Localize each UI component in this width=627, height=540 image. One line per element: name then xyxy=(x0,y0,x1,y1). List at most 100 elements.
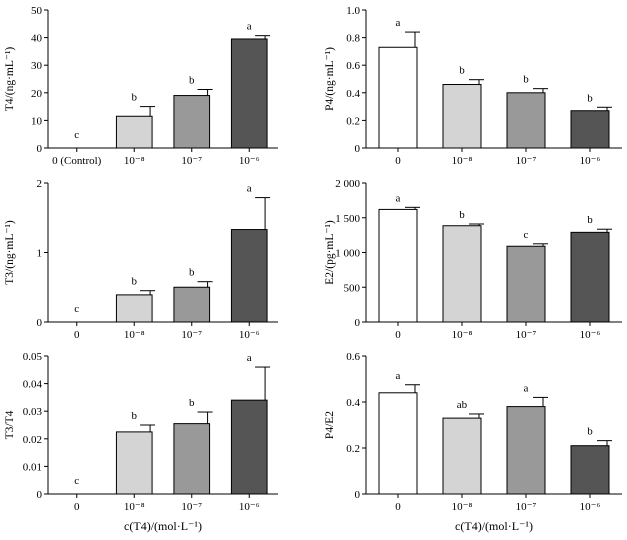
chart-p4-e2-ratio: 0 0.2 0.4 0.6 P4/E2 a 0 ab 10⁻⁸ a 10⁻⁷ b 10⁻⁶ c(T4)/(… xyxy=(324,351,622,533)
x-tick-label: 10⁻⁸ xyxy=(452,155,473,167)
x-tick-label: 10⁻⁸ xyxy=(452,329,473,341)
chart-t4: 0 10 20 30 40 50 T4/(ng·mL⁻¹) c 0 (Control) b 10⁻⁸… xyxy=(4,5,278,167)
bar-p4-0 xyxy=(378,46,418,149)
bar-p4-1 xyxy=(442,84,482,149)
significance-label: c xyxy=(74,129,79,141)
significance-label: b xyxy=(132,92,138,104)
y-axis-label: T4/(ng·mL⁻¹) xyxy=(4,47,16,112)
significance-label: a xyxy=(396,17,401,29)
chart-t3: 0 1 2 T3/(ng·mL⁻¹) c 0 b 10⁻⁸ b 10⁻⁷ a 10⁻⁶ xyxy=(4,178,278,341)
x-tick-label: 10⁻⁸ xyxy=(452,501,473,513)
y-tick-label: 500 xyxy=(344,282,361,294)
x-tick-label: 10⁻⁶ xyxy=(580,155,601,167)
y-tick-label: 0.04 xyxy=(23,379,43,391)
x-axis-label: c(T4)/(mol·L⁻¹) xyxy=(124,519,202,533)
x-tick-label: 10⁻⁷ xyxy=(181,329,202,341)
significance-label: b xyxy=(459,65,465,77)
bar-p4e2-1 xyxy=(442,417,482,495)
y-tick-label: 0 xyxy=(355,489,361,501)
x-tick-label: 0 xyxy=(395,501,401,513)
y-tick-label: 0.4 xyxy=(346,397,360,409)
y-tick-label: 0.8 xyxy=(346,33,360,45)
y-tick-label: 0.4 xyxy=(346,88,360,100)
x-tick-label: 10⁻⁶ xyxy=(239,155,260,167)
y-tick-label: 0 xyxy=(37,317,43,329)
x-tick-label: 10⁻⁶ xyxy=(580,329,601,341)
y-tick-label: 0.2 xyxy=(346,443,360,455)
y-tick-label: 50 xyxy=(31,5,43,17)
y-tick-label: 0 xyxy=(355,143,361,155)
bar-p4e2-0 xyxy=(378,392,418,495)
y-tick-label: 0.05 xyxy=(23,351,43,363)
significance-label: c xyxy=(524,229,529,241)
bar-e2-0 xyxy=(378,208,418,323)
bar-t3t4-1 xyxy=(115,431,153,495)
bar-t3-1 xyxy=(115,294,153,323)
x-tick-label: 10⁻⁶ xyxy=(239,329,260,341)
significance-label: a xyxy=(247,352,252,364)
bar-e2-1 xyxy=(442,225,482,323)
bar-t3-3 xyxy=(230,229,268,323)
y-tick-label: 1 500 xyxy=(335,213,360,225)
y-tick-label: 2 000 xyxy=(335,178,360,190)
x-tick-label: 10⁻⁸ xyxy=(124,329,145,341)
y-tick-label: 2 xyxy=(37,178,43,190)
significance-label: a xyxy=(524,382,529,394)
y-axis-label: T3/(ng·mL⁻¹) xyxy=(4,220,16,285)
y-tick-label: 0 xyxy=(355,317,361,329)
y-tick-label: 1 xyxy=(37,248,43,260)
bar-t4-2 xyxy=(173,95,211,149)
significance-label: ab xyxy=(457,399,468,411)
bar-e2-2 xyxy=(506,245,546,323)
bar-p4e2-2 xyxy=(506,406,546,495)
y-tick-label: 0 xyxy=(37,489,43,501)
significance-label: c xyxy=(74,475,79,487)
y-tick-label: 20 xyxy=(31,88,43,100)
bar-t4-3 xyxy=(230,38,268,149)
y-tick-label: 0.02 xyxy=(23,434,42,446)
significance-label: b xyxy=(189,397,195,409)
y-tick-label: 40 xyxy=(31,33,43,45)
y-tick-label: 10 xyxy=(31,115,43,127)
x-tick-label: 10⁻⁷ xyxy=(181,155,202,167)
bar-p4-3 xyxy=(570,110,610,149)
y-axis-label: T3/T4 xyxy=(4,410,16,439)
bar-p4-2 xyxy=(506,92,546,149)
x-tick-label: 10⁻⁷ xyxy=(516,501,537,513)
bar-t3-2 xyxy=(173,286,211,323)
x-tick-label: 10⁻⁸ xyxy=(124,501,145,513)
x-tick-label: 10⁻⁷ xyxy=(516,329,537,341)
significance-label: b xyxy=(189,267,195,279)
x-axis-label: c(T4)/(mol·L⁻¹) xyxy=(455,519,533,533)
y-tick-label: 0.6 xyxy=(346,351,360,363)
significance-label: b xyxy=(587,214,593,226)
y-axis-label: P4/(ng·mL⁻¹) xyxy=(324,47,336,111)
significance-label: b xyxy=(523,74,529,86)
x-tick-label: 0 (Control) xyxy=(52,155,102,167)
bar-t3t4-2 xyxy=(173,423,211,495)
significance-label: a xyxy=(247,183,252,195)
significance-label: b xyxy=(459,209,465,221)
y-tick-label: 0.03 xyxy=(23,406,43,418)
x-tick-label: 10⁻⁷ xyxy=(516,155,537,167)
chart-e2: 0 500 1 000 1 500 2 000 E2/(pg·mL⁻¹) a 0 b 10⁻⁸ c 1… xyxy=(324,178,622,341)
bar-e2-3 xyxy=(570,231,610,323)
x-tick-label: 0 xyxy=(74,329,80,341)
x-tick-label: 10⁻⁶ xyxy=(580,501,601,513)
x-tick-label: 0 xyxy=(74,501,80,513)
chart-p4: 0 0.2 0.4 0.6 0.8 1.0 P4/(ng·mL⁻¹) a 0 b 10⁻⁸ b 10⁻⁷… xyxy=(324,5,622,167)
significance-label: b xyxy=(189,74,195,86)
y-tick-label: 0 xyxy=(37,143,43,155)
significance-label: b xyxy=(587,92,593,104)
y-tick-label: 0.2 xyxy=(346,115,360,127)
significance-label: b xyxy=(587,426,593,438)
y-tick-label: 1.0 xyxy=(346,5,360,17)
bar-p4e2-3 xyxy=(570,445,610,495)
significance-label: a xyxy=(396,192,401,204)
x-tick-label: 0 xyxy=(395,329,401,341)
x-tick-label: 10⁻⁷ xyxy=(181,501,202,513)
significance-label: a xyxy=(396,370,401,382)
x-tick-label: 10⁻⁶ xyxy=(239,501,260,513)
y-tick-label: 30 xyxy=(31,60,43,72)
